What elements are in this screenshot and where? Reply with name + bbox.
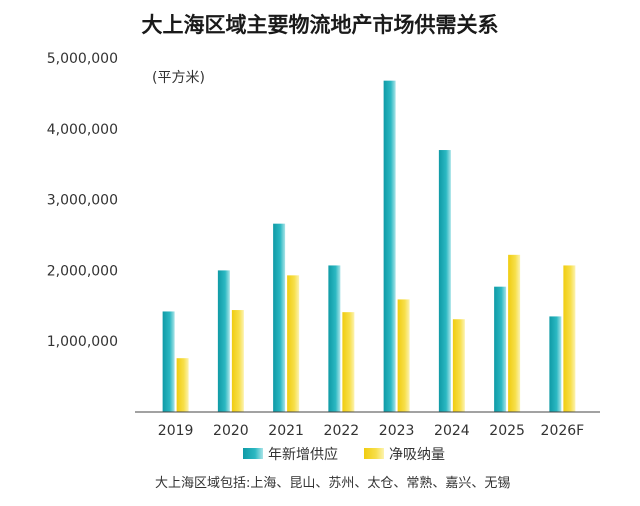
y-tick-label: 3,000,000 <box>47 193 118 209</box>
x-tick-label: 2020 <box>213 423 249 439</box>
bar-absorption-2026F <box>563 265 576 412</box>
y-tick-label: 5,000,000 <box>47 51 118 67</box>
legend-label-supply: 年新增供应 <box>268 446 338 463</box>
x-tick-label: 2021 <box>268 423 304 439</box>
legend-label-absorption: 净吸纳量 <box>389 447 445 463</box>
x-tick-label: 2024 <box>434 423 470 439</box>
y-unit-label: (平方米) <box>152 70 205 86</box>
bar-absorption-2020 <box>231 310 244 412</box>
x-tick-label: 2023 <box>379 423 415 439</box>
y-tick-label: 4,000,000 <box>47 122 118 138</box>
x-tick-label: 2022 <box>324 423 360 439</box>
bar-supply-2020 <box>217 270 230 412</box>
bar-supply-2024 <box>438 150 451 413</box>
bar-supply-2019 <box>162 311 175 412</box>
bar-absorption-2023 <box>397 299 410 412</box>
bar-supply-2023 <box>383 80 396 412</box>
bar-supply-2025 <box>494 286 507 412</box>
legend-swatch-supply <box>243 448 263 459</box>
bar-supply-2022 <box>328 265 341 412</box>
chart-title: 大上海区域主要物流地产市场供需关系 <box>142 13 499 37</box>
bar-absorption-2022 <box>342 312 355 412</box>
x-tick-label: 2025 <box>489 423 525 439</box>
bar-absorption-2025 <box>508 254 521 412</box>
bars-group <box>162 80 576 413</box>
bar-absorption-2019 <box>176 358 189 412</box>
x-tick-label: 2019 <box>158 423 194 439</box>
y-tick-label: 2,000,000 <box>47 263 118 279</box>
x-axis-ticks: 2019 2020 2021 2022 2023 2024 2025 2026F <box>158 423 584 439</box>
bar-supply-2021 <box>273 223 286 412</box>
x-tick-label: 2026F <box>541 423 585 439</box>
legend-swatch-absorption <box>364 448 384 459</box>
bar-supply-2026F <box>549 316 562 412</box>
bar-absorption-2024 <box>452 319 465 412</box>
bar-absorption-2021 <box>287 275 300 412</box>
y-axis-ticks: 1,000,000 2,000,000 3,000,000 4,000,000 5,00… <box>47 51 118 350</box>
region-footnote: 大上海区域包括:上海、昆山、苏州、太仓、常熟、嘉兴、无锡 <box>155 475 510 491</box>
y-tick-label: 1,000,000 <box>47 334 118 350</box>
